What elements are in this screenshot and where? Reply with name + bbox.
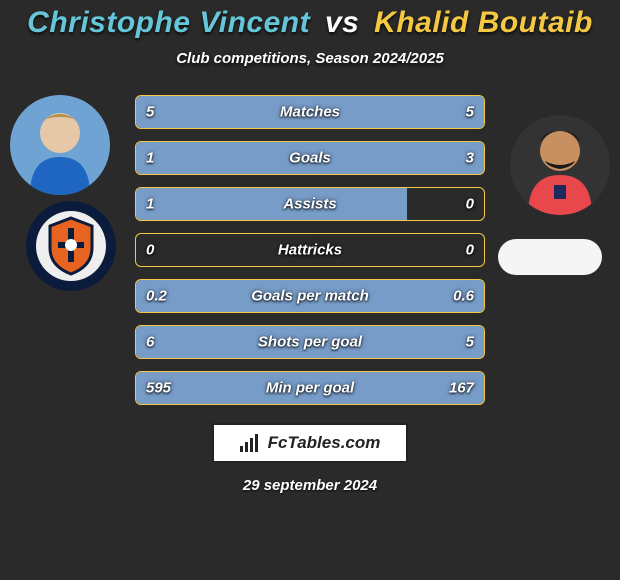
stat-label: Goals	[289, 150, 331, 167]
stat-value-left: 5	[146, 104, 154, 121]
stat-fill-right	[223, 142, 484, 174]
stat-row: 1 0 Assists	[135, 187, 485, 221]
comparison-card: Christophe Vincent vs Khalid Boutaib Clu…	[0, 0, 620, 580]
stat-label: Min per goal	[266, 380, 354, 397]
stat-value-left: 1	[146, 150, 154, 167]
stat-value-right: 167	[449, 380, 474, 397]
player2-club-badge	[498, 239, 602, 275]
player1-name: Christophe Vincent	[27, 6, 310, 39]
player1-avatar	[10, 95, 110, 195]
subtitle: Club competitions, Season 2024/2025	[176, 50, 444, 67]
player1-club-badge	[26, 201, 116, 291]
stat-row: 0.2 0.6 Goals per match	[135, 279, 485, 313]
stat-label: Hattricks	[278, 242, 342, 259]
stat-label: Goals per match	[251, 288, 369, 305]
stat-row: 1 3 Goals	[135, 141, 485, 175]
stat-row: 5 5 Matches	[135, 95, 485, 129]
stat-value-right: 3	[466, 150, 474, 167]
player2-avatar	[510, 115, 610, 215]
stat-row: 0 0 Hattricks	[135, 233, 485, 267]
stat-label: Matches	[280, 104, 340, 121]
player2-name: Khalid Boutaib	[374, 6, 593, 39]
main-area: 55Matches13Goals10Assists00Hattricks0.20…	[0, 95, 620, 405]
club-shield-icon	[46, 216, 96, 276]
stat-row: 595 167 Min per goal	[135, 371, 485, 405]
stat-value-left: 595	[146, 380, 171, 397]
date-label: 29 september 2024	[243, 477, 377, 494]
stat-value-left: 0	[146, 242, 154, 259]
page-title: Christophe Vincent vs Khalid Boutaib	[27, 6, 593, 40]
brand-text: FcTables.com	[268, 433, 381, 453]
stat-value-left: 0.2	[146, 288, 167, 305]
brand-badge[interactable]: FcTables.com	[212, 423, 409, 463]
stat-label: Assists	[283, 196, 336, 213]
stat-value-right: 0	[466, 242, 474, 259]
stat-value-right: 5	[466, 104, 474, 121]
vs-separator: vs	[325, 6, 359, 39]
stat-value-right: 5	[466, 334, 474, 351]
player1-avatar-svg	[10, 95, 110, 195]
player2-avatar-svg	[510, 115, 610, 215]
stat-value-left: 1	[146, 196, 154, 213]
brand-chart-icon	[240, 434, 260, 452]
stat-value-right: 0.6	[453, 288, 474, 305]
stat-fill-left	[136, 188, 407, 220]
stats-bars: 55Matches13Goals10Assists00Hattricks0.20…	[135, 95, 485, 405]
stat-value-right: 0	[466, 196, 474, 213]
stat-row: 6 5 Shots per goal	[135, 325, 485, 359]
stat-label: Shots per goal	[258, 334, 362, 351]
stat-value-left: 6	[146, 334, 154, 351]
